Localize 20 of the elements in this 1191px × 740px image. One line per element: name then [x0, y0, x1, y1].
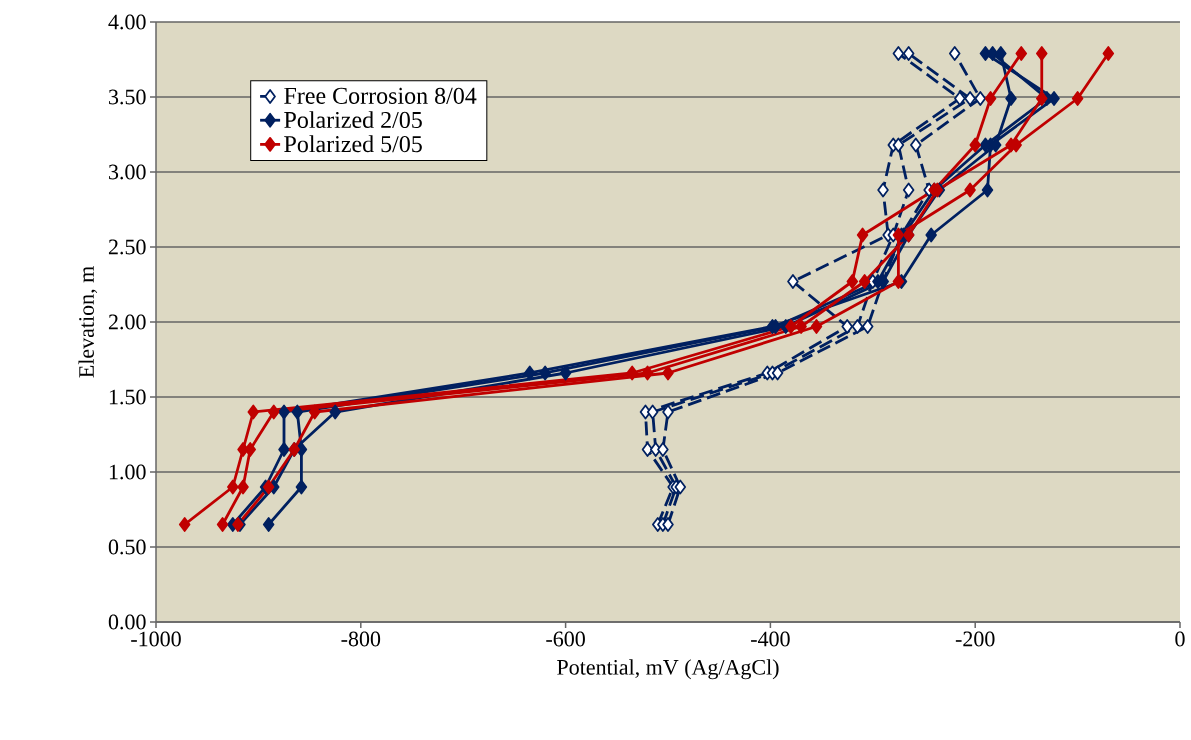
y-tick-label: 1.00	[109, 464, 146, 480]
legend-label: Polarized 2/05	[284, 111, 422, 129]
y-tick-label: 2.50	[108, 239, 146, 255]
x-tick-label: -600	[546, 631, 585, 647]
x-tick-label: -800	[341, 631, 381, 647]
y-tick-label: 0.00	[108, 614, 146, 630]
legend-label: Free Corrosion 8/04	[284, 87, 477, 104]
y-tick-label: 0.50	[108, 539, 146, 555]
x-axis-title: Potential, mV (Ag/AgCl)	[557, 659, 779, 680]
y-axis-title: Elevation, m	[78, 266, 98, 378]
x-tick-label: -1000	[131, 631, 181, 647]
x-tick-label: 0	[1175, 631, 1185, 647]
legend-label: Polarized 5/05	[284, 135, 422, 153]
y-tick-label: 4.00	[108, 14, 146, 30]
y-tick-label: 2.00	[108, 314, 146, 330]
y-tick-label: 3.00	[109, 164, 146, 180]
x-tick-label: -200	[955, 631, 995, 647]
x-tick-label: -400	[751, 631, 790, 647]
y-tick-label: 3.50	[109, 89, 146, 105]
y-tick-label: 1.50	[109, 389, 146, 405]
